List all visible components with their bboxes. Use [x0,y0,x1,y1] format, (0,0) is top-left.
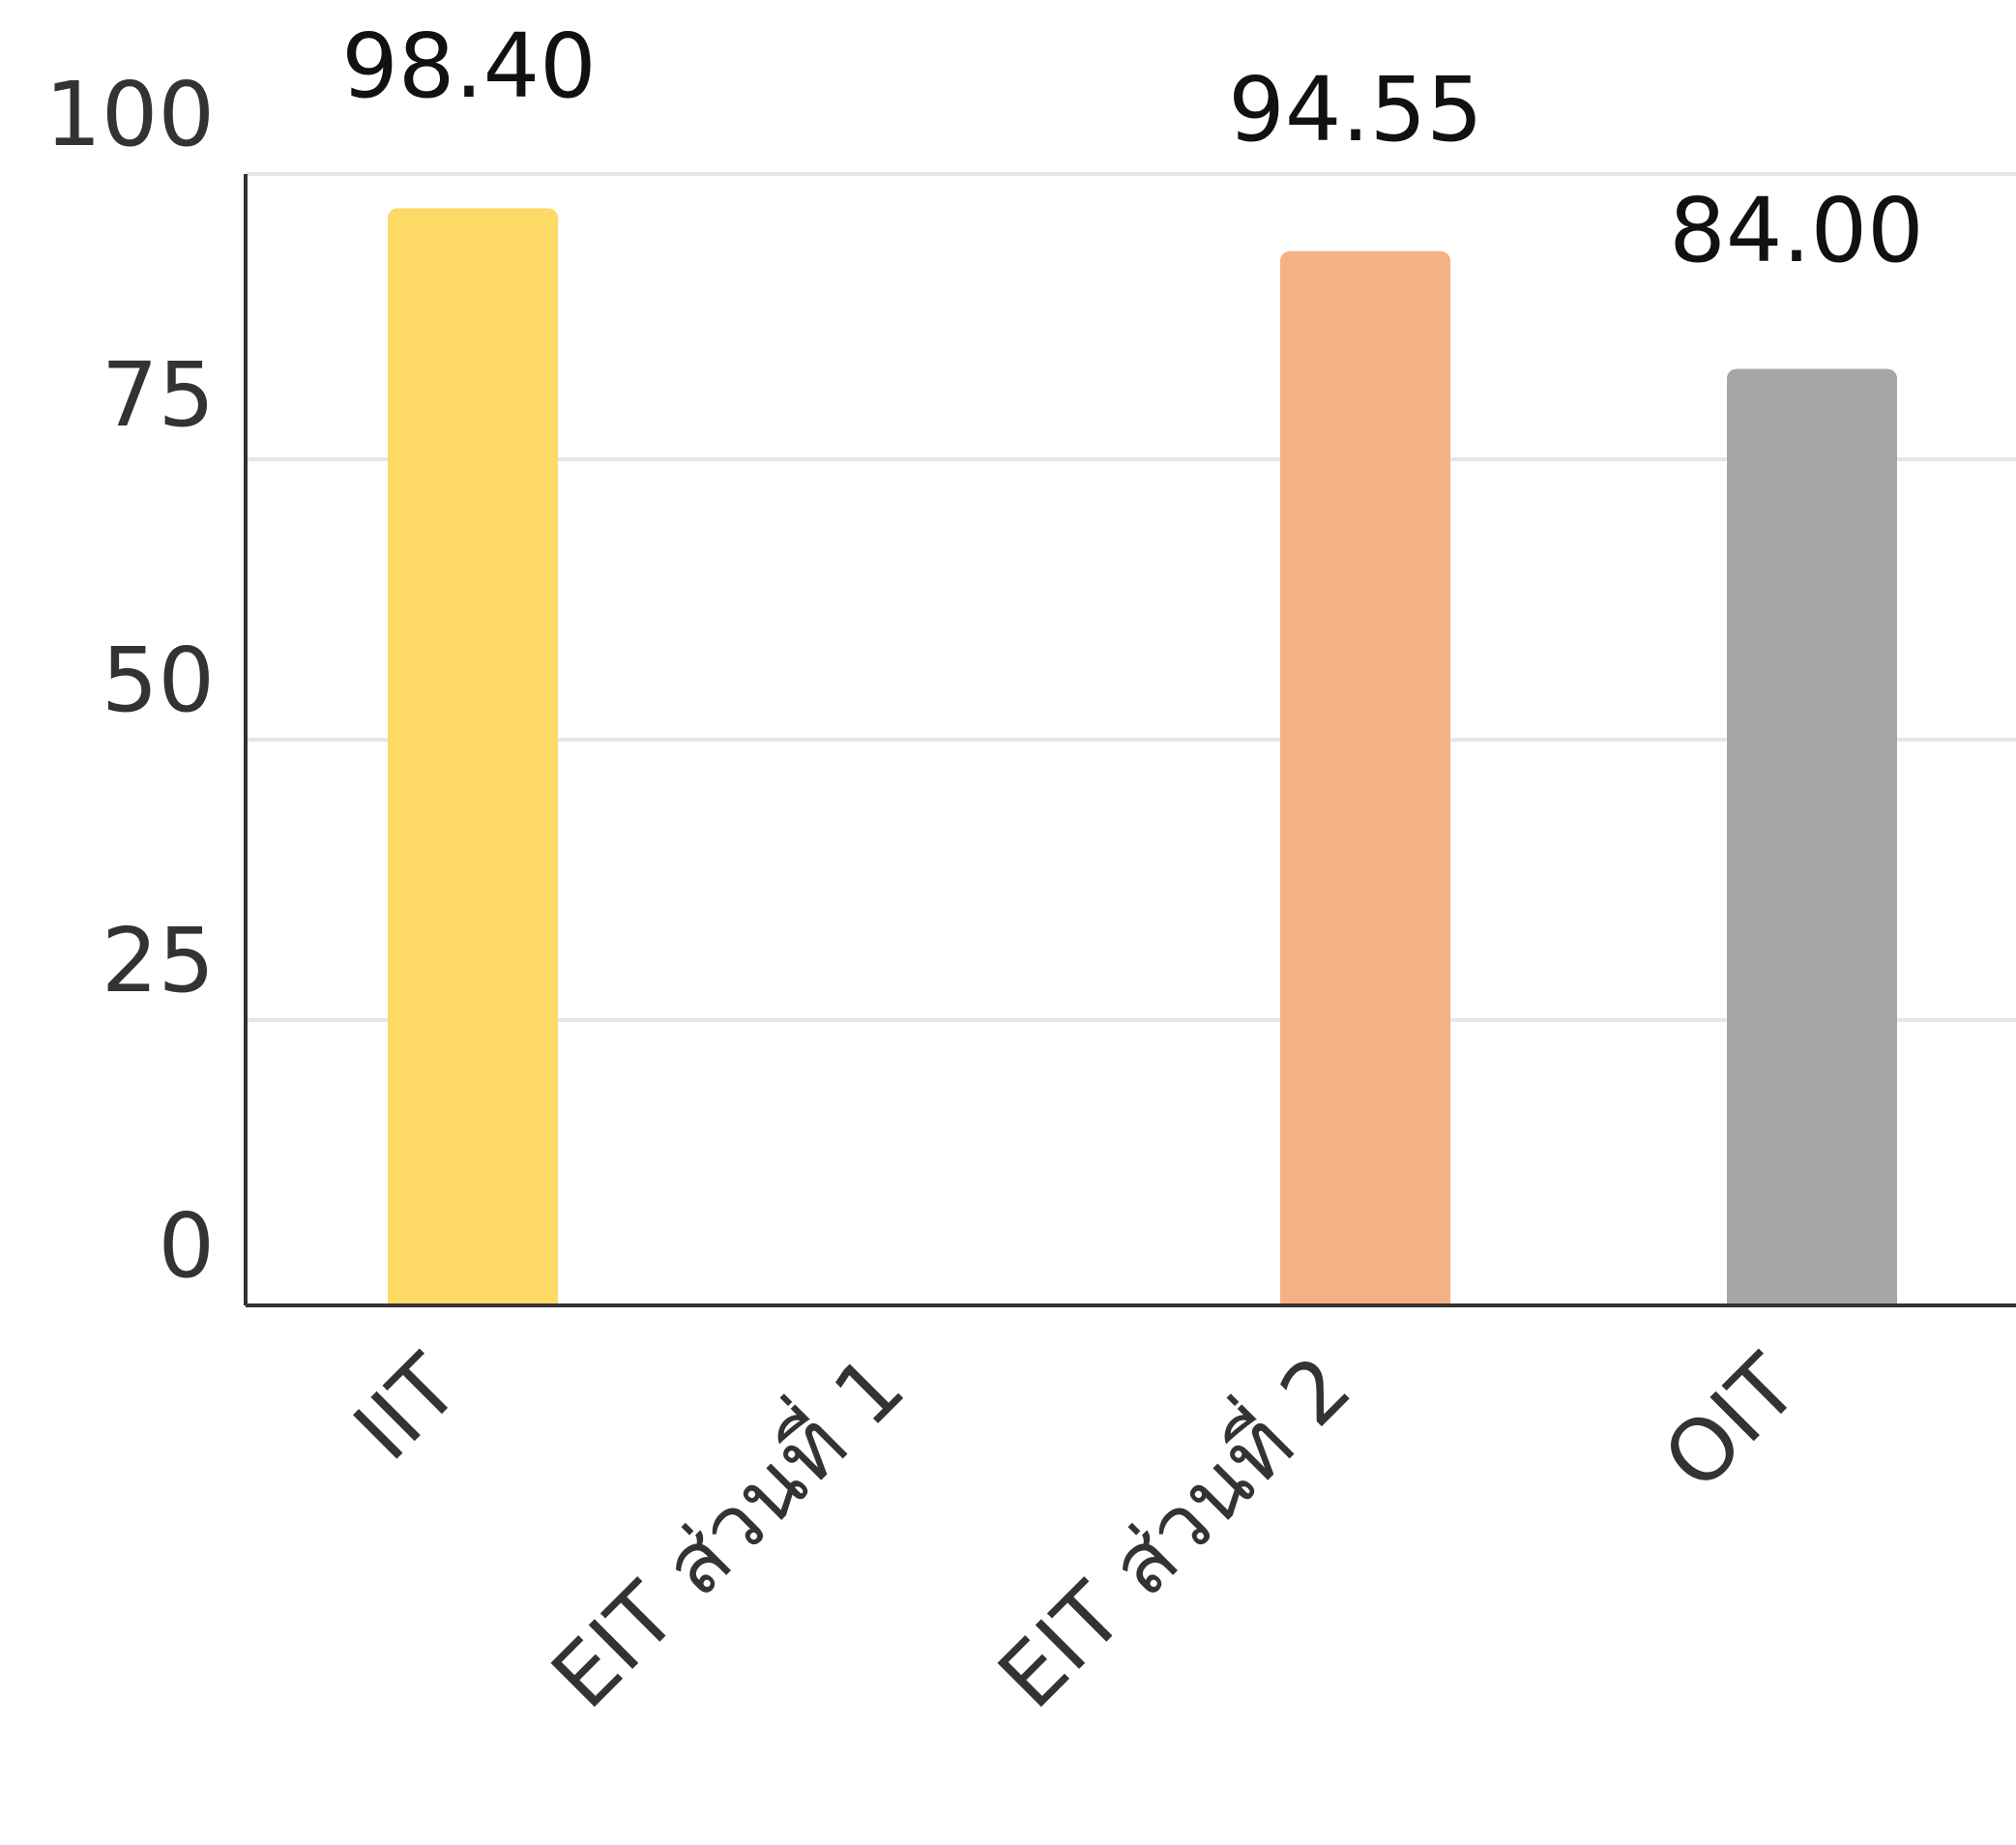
value-label: 98.40 [341,15,596,118]
category-labels: IIT EIT ส่วนที่ 1 EIT ส่วนที่ 2 OIT [335,1331,1817,1727]
bar-layer [388,208,1897,1306]
bar-base [1727,1286,1897,1305]
axis-layer [244,174,2016,1307]
bar-base [388,1286,558,1305]
y-tick-label: 100 [44,63,215,166]
bar [1727,368,1897,1306]
bar-base [1280,1286,1450,1305]
category-label: OIT [1645,1335,1818,1508]
y-tick-label: 75 [102,343,215,447]
bar [1280,250,1450,1305]
value-label: 94.55 [1228,58,1482,161]
value-label: 84.00 [1669,179,1923,282]
category-label: EIT ส่วนที่ 2 [973,1331,1369,1727]
y-tick-label: 25 [102,909,215,1012]
y-tick-labels: 0 25 50 75 100 [44,63,215,1298]
category-label: IIT [335,1335,478,1479]
value-labels: 98.40 94.55 84.00 [341,15,1923,282]
y-tick-label: 0 [158,1194,215,1298]
category-label: EIT ส่วนที่ 1 [526,1331,922,1727]
y-tick-label: 50 [102,629,215,732]
bar [388,208,558,1305]
